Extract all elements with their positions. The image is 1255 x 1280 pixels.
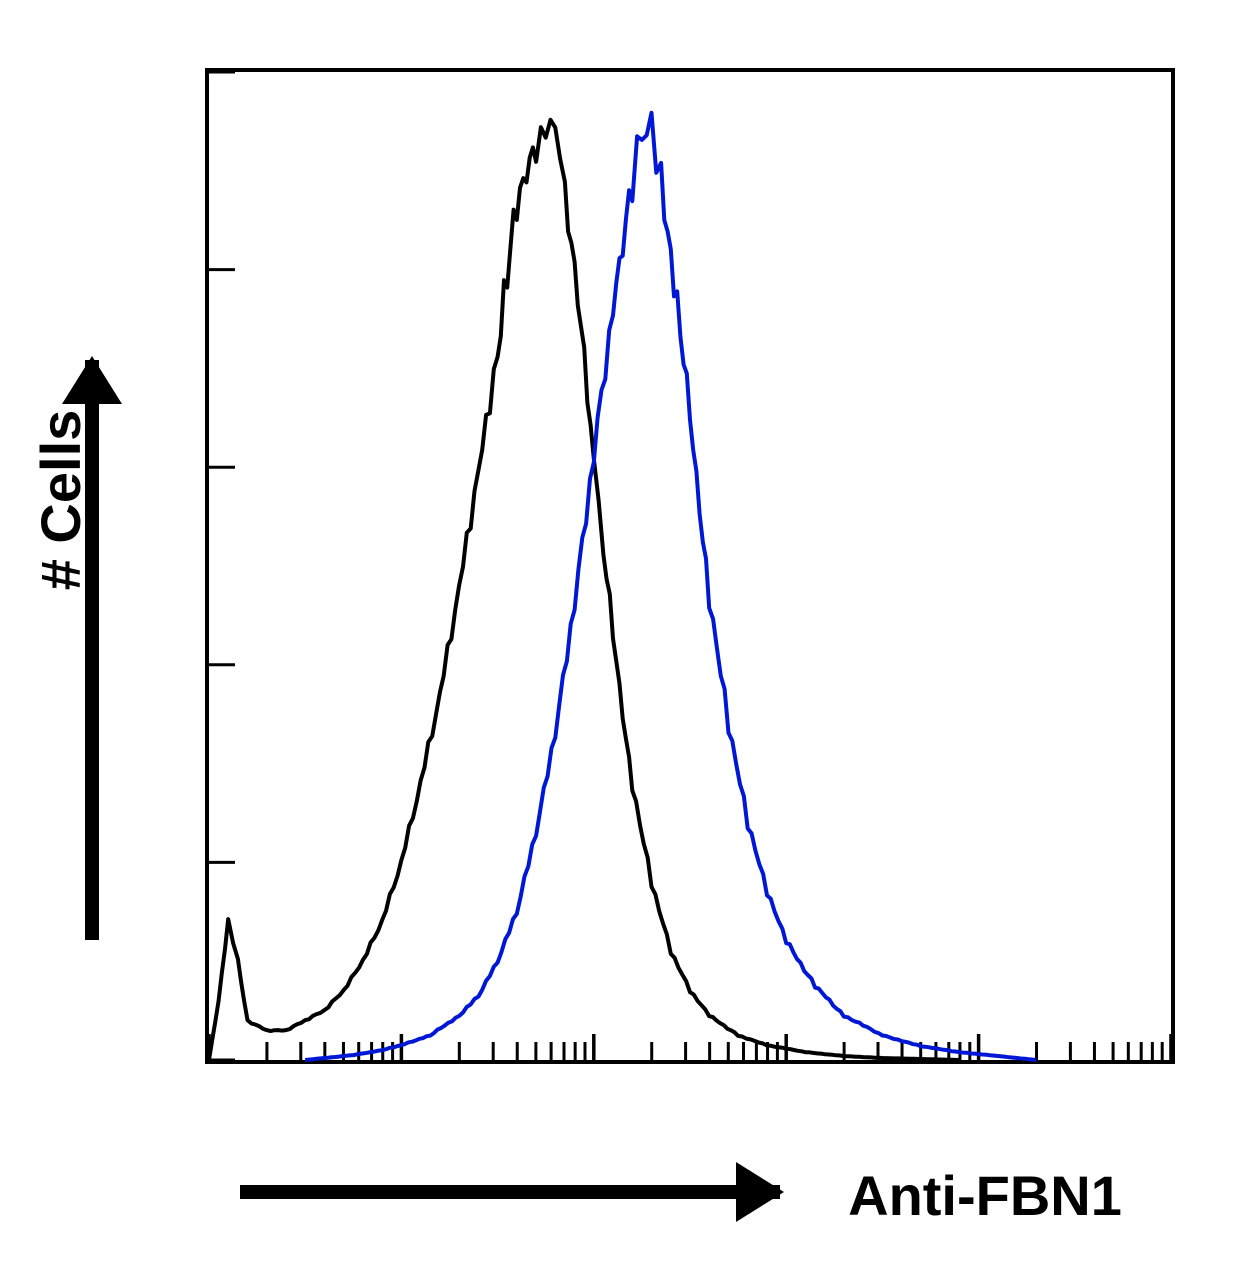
y-axis-label-wrapper: # Cells (0, 440, 260, 560)
series-anti-fbn1-stained (305, 113, 1036, 1060)
x-axis-label-wrapper: Anti-FBN1 (805, 1160, 1165, 1230)
svg-layer (0, 0, 1255, 1280)
y-axis-label: # Cells (28, 410, 93, 591)
x-axis-label: Anti-FBN1 (848, 1163, 1122, 1228)
series-isotype-control (209, 120, 959, 1060)
chart-container: # Cells Anti-FBN1 (0, 0, 1255, 1280)
